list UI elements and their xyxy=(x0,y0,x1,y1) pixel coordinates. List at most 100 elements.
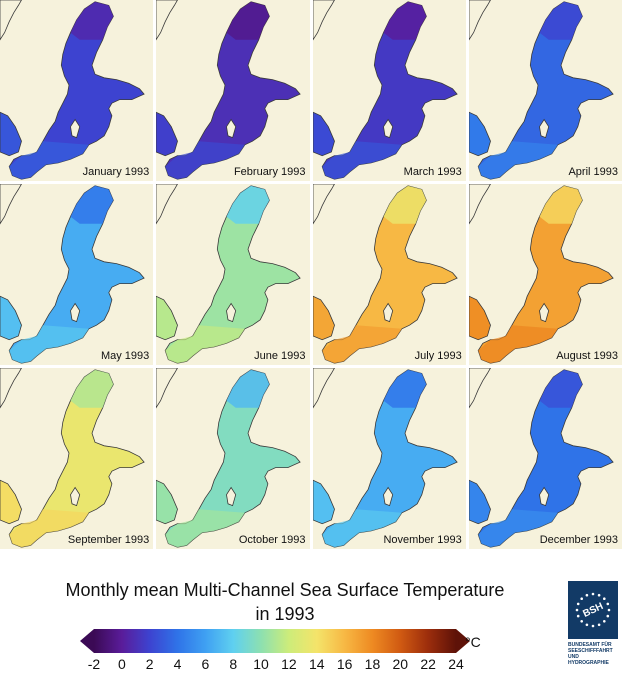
southern-basin-area xyxy=(9,509,89,548)
colorbar-tick-label: 14 xyxy=(308,656,325,672)
baltic-sea-map xyxy=(0,184,145,364)
colorbar-tick-label: 10 xyxy=(253,656,269,672)
norway-coastline xyxy=(156,0,179,41)
month-map-panel: December 1993 xyxy=(468,368,622,549)
logo-text-line: HYDROGRAPHIE xyxy=(568,660,609,666)
colorbar-tick-label: 2 xyxy=(145,656,154,672)
month-label: July 1993 xyxy=(414,350,462,362)
month-map-panel: August 1993 xyxy=(468,184,622,365)
logo-star-ring-icon xyxy=(575,592,611,628)
logo-star xyxy=(606,614,610,618)
month-label: October 1993 xyxy=(238,534,306,546)
logo-star xyxy=(597,623,601,627)
baltic-sea-map xyxy=(0,368,145,548)
kattegat-sea xyxy=(0,111,22,157)
kattegat-sea xyxy=(312,295,335,341)
month-map-panel: October 1993 xyxy=(156,368,310,549)
southern-basin-area xyxy=(321,325,402,364)
kattegat-sea xyxy=(0,479,22,525)
logo-star xyxy=(576,602,580,606)
southern-basin-area xyxy=(477,509,558,548)
logo-star xyxy=(575,608,579,612)
kattegat-sea xyxy=(0,295,22,341)
southern-basin-area xyxy=(165,141,246,180)
baltic-sea-map xyxy=(312,184,458,364)
norway-coastline xyxy=(312,368,335,409)
gotland-island xyxy=(382,302,393,323)
baltic-sea-map xyxy=(312,0,458,180)
logo-text-line: SEESCHIFFFAHRT xyxy=(568,648,613,654)
kattegat-sea xyxy=(156,295,179,341)
logo-star xyxy=(607,608,611,612)
bsh-logo: BSH BUNDESAMT FÜR SEESCHIFFFAHRT UND HYDROG… xyxy=(568,581,618,681)
gotland-island xyxy=(382,118,393,139)
baltic-sea-map xyxy=(156,368,302,548)
baltic-sea-map xyxy=(312,368,458,548)
logo-box: BSH xyxy=(568,581,618,639)
baltic-sea-map xyxy=(156,0,302,180)
logo-text-line: UND xyxy=(568,654,579,660)
title-line-1: Monthly mean Multi-Channel Sea Surface T… xyxy=(65,580,505,600)
gotland-island xyxy=(538,486,549,507)
northern-gulf-area xyxy=(539,185,583,224)
title-line-2: in 1993 xyxy=(255,604,315,624)
southern-basin-area xyxy=(321,509,402,548)
baltic-sea-map xyxy=(468,368,614,548)
northern-gulf-area xyxy=(70,369,114,408)
logo-star xyxy=(591,592,595,596)
northern-gulf-area xyxy=(539,369,583,408)
logo-text: BUNDESAMT FÜR SEESCHIFFFAHRT UND HYDROGRAPH… xyxy=(568,642,618,666)
gotland-island xyxy=(226,302,237,323)
month-label: June 1993 xyxy=(254,350,306,362)
temperature-colorbar xyxy=(80,629,470,653)
kattegat-sea xyxy=(312,479,335,525)
southern-basin-area xyxy=(9,141,89,180)
norway-coastline xyxy=(0,368,22,409)
norway-coastline xyxy=(0,0,22,41)
colorbar-unit: °C xyxy=(465,634,481,650)
kattegat-sea xyxy=(468,479,491,525)
figure-title: Monthly mean Multi-Channel Sea Surface T… xyxy=(0,578,570,626)
colorbar-tick-label: 16 xyxy=(336,656,353,672)
gotland-island xyxy=(538,302,549,323)
logo-star xyxy=(603,620,606,623)
colorbar-tick-label: 20 xyxy=(392,656,409,672)
baltic-sea-map xyxy=(468,0,614,180)
month-map-panel: September 1993 xyxy=(0,368,154,549)
colorbar-tick-label: 22 xyxy=(420,656,436,672)
norway-coastline xyxy=(468,184,491,225)
month-map-panel: June 1993 xyxy=(156,184,310,365)
kattegat-sea xyxy=(468,295,491,341)
norway-coastline xyxy=(312,184,335,225)
baltic-sea-map xyxy=(468,184,614,364)
month-label: December 1993 xyxy=(539,534,618,546)
month-map-panel: November 1993 xyxy=(312,368,466,549)
colorbar-tick-label: 4 xyxy=(173,656,182,672)
logo-star xyxy=(591,624,595,628)
gotland-island xyxy=(70,118,81,139)
logo-star xyxy=(606,602,610,606)
month-map-panel: March 1993 xyxy=(312,0,466,181)
month-label: August 1993 xyxy=(556,350,618,362)
norway-coastline xyxy=(0,184,22,225)
norway-coastline xyxy=(468,368,491,409)
northern-gulf-area xyxy=(383,1,426,40)
northern-gulf-area xyxy=(383,369,426,408)
logo-star xyxy=(576,614,580,618)
northern-gulf-area xyxy=(70,1,114,40)
month-label: September 1993 xyxy=(67,534,150,546)
logo-star xyxy=(580,620,583,623)
month-label: February 1993 xyxy=(233,166,306,178)
month-map-panel: February 1993 xyxy=(156,0,310,181)
map-grid: January 1993 February 1993 March 1993 April… xyxy=(0,0,622,549)
colorbar-tick-label: 12 xyxy=(281,656,297,672)
gotland-island xyxy=(538,118,549,139)
southern-basin-area xyxy=(477,141,558,180)
gotland-island xyxy=(226,486,237,507)
colorbar-tick-label: 6 xyxy=(201,656,210,672)
logo-text-line: BUNDESAMT FÜR xyxy=(568,642,612,648)
baltic-sea-map xyxy=(0,0,145,180)
kattegat-sea xyxy=(468,111,491,157)
kattegat-sea xyxy=(156,479,179,525)
northern-gulf-area xyxy=(226,185,270,224)
